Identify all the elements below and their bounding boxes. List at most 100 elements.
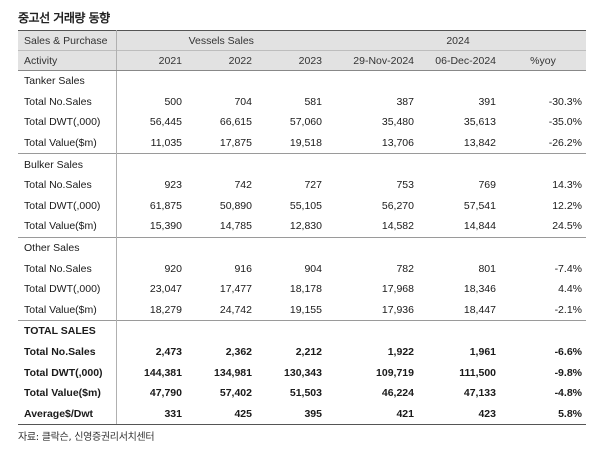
- empty-cell: [326, 236, 330, 259]
- value-cell: 1,961: [469, 346, 496, 359]
- table-row: Total No.Sales 2,473 2,362 2,212 1,922 1,961 -…: [18, 341, 586, 363]
- empty-cell: [330, 153, 418, 175]
- value-cell: 425: [186, 403, 256, 426]
- empty-cell: [116, 69, 186, 92]
- empty-cell: [500, 236, 586, 259]
- table-row: Total Value($m) 47,790 57,402 51,503 46,224 4…: [18, 382, 586, 404]
- section-header-row: Tanker Sales: [18, 69, 586, 92]
- value-cell: 57,060: [289, 116, 322, 129]
- value-cell: 387: [396, 95, 414, 108]
- value-cell: 395: [256, 403, 326, 426]
- value-cell: 581: [304, 95, 322, 108]
- section-name: TOTAL SALES: [18, 320, 117, 342]
- empty-cell: [256, 236, 326, 259]
- empty-cell: [418, 236, 500, 259]
- value-cell: 331: [116, 403, 186, 426]
- empty-cell: [256, 69, 326, 92]
- header-col-29nov2024: 29-Nov-2024: [330, 50, 418, 71]
- empty-cell: [330, 69, 418, 92]
- value-cell: 17,968: [381, 283, 414, 296]
- header-gap: [326, 30, 330, 51]
- header-col-06dec2024: 06-Dec-2024: [418, 50, 500, 71]
- value-cell: 57,402: [219, 387, 252, 400]
- value-cell: -26.2%: [548, 137, 582, 150]
- value-cell: 57,541: [463, 199, 496, 212]
- empty-cell: [256, 320, 326, 342]
- empty-cell: [418, 69, 500, 92]
- value-cell: 35,480: [381, 116, 414, 129]
- value-cell: 111,500: [459, 366, 496, 379]
- table-row: Total No.Sales 923 742 727 753 769 14.3%: [18, 174, 586, 196]
- value-cell: 753: [396, 179, 414, 192]
- value-cell: 421: [330, 403, 418, 426]
- value-cell: 19,518: [289, 137, 322, 150]
- empty-cell: [500, 153, 586, 175]
- header-activity: Activity: [18, 50, 117, 71]
- value-cell: 47,133: [463, 387, 496, 400]
- value-cell: -2.1%: [554, 303, 582, 316]
- value-cell: 916: [234, 262, 252, 275]
- value-cell: 4.4%: [558, 283, 582, 296]
- value-cell: 727: [304, 179, 322, 192]
- value-cell: 109,719: [376, 366, 414, 379]
- value-cell: 769: [478, 179, 496, 192]
- row-label: Total DWT(,000): [18, 278, 117, 300]
- empty-cell: [116, 236, 186, 259]
- row-label: Total DWT(,000): [18, 195, 117, 217]
- empty-cell: [326, 320, 330, 342]
- value-cell: 46,224: [381, 387, 414, 400]
- value-cell: 1,922: [387, 346, 414, 359]
- value-cell: 55,105: [289, 199, 322, 212]
- empty-cell: [186, 69, 256, 92]
- row-label: Total No.Sales: [18, 341, 117, 363]
- value-cell: 134,981: [214, 366, 252, 379]
- table-row: Total DWT(,000) 61,875 50,890 55,105 56,270 5…: [18, 195, 586, 217]
- value-cell: 24.5%: [552, 220, 582, 233]
- section-name: Bulker Sales: [18, 153, 117, 175]
- value-cell: 13,842: [463, 137, 496, 150]
- table-row: Total No.Sales 500 704 581 387 391 -30.3%: [18, 91, 586, 113]
- empty-cell: [186, 236, 256, 259]
- value-cell: 47,790: [149, 387, 182, 400]
- empty-cell: [116, 320, 186, 342]
- value-cell: 19,155: [289, 303, 322, 316]
- value-cell: 17,936: [381, 303, 414, 316]
- value-cell: 130,343: [284, 366, 322, 379]
- section-header-row: TOTAL SALES: [18, 320, 586, 342]
- value-cell: 423: [418, 403, 500, 426]
- value-cell: 50,890: [219, 199, 252, 212]
- header-vessels-sales: Vessels Sales: [116, 30, 326, 51]
- value-cell: 15,390: [149, 220, 182, 233]
- value-cell: 12.2%: [552, 199, 582, 212]
- value-cell: 742: [234, 179, 252, 192]
- empty-cell: [418, 153, 500, 175]
- table-row: Total Value($m) 11,035 17,875 19,518 13,706 1…: [18, 132, 586, 154]
- section-header-row: Other Sales: [18, 236, 586, 259]
- value-cell: 35,613: [463, 116, 496, 129]
- value-cell: 18,447: [463, 303, 496, 316]
- value-cell: 14,844: [463, 220, 496, 233]
- header-col-2023: 2023: [256, 50, 326, 71]
- value-cell: 56,270: [381, 199, 414, 212]
- value-cell: 923: [164, 179, 182, 192]
- value-cell: 2,362: [225, 346, 252, 359]
- value-cell: 24,742: [219, 303, 252, 316]
- row-label: Total Value($m): [18, 216, 117, 238]
- header-2024: 2024: [330, 30, 586, 51]
- row-label: Total No.Sales: [18, 258, 117, 279]
- vessel-sales-table: Sales & Purchase Vessels Sales 2024 Acti…: [18, 30, 586, 426]
- value-cell: -35.0%: [548, 116, 582, 129]
- table-title: 중고선 거래량 동향: [18, 11, 110, 25]
- value-cell: 11,035: [150, 137, 182, 150]
- value-cell: -6.6%: [554, 346, 582, 359]
- value-cell: 12,830: [289, 220, 322, 233]
- section-header-row: Bulker Sales: [18, 153, 586, 175]
- empty-cell: [256, 153, 326, 175]
- value-cell: 61,875: [149, 199, 182, 212]
- row-label: Total Value($m): [18, 382, 117, 404]
- value-cell: 18,178: [289, 283, 322, 296]
- empty-cell: [330, 320, 418, 342]
- value-cell: 391: [478, 95, 496, 108]
- empty-cell: [116, 153, 186, 175]
- empty-cell: [418, 320, 500, 342]
